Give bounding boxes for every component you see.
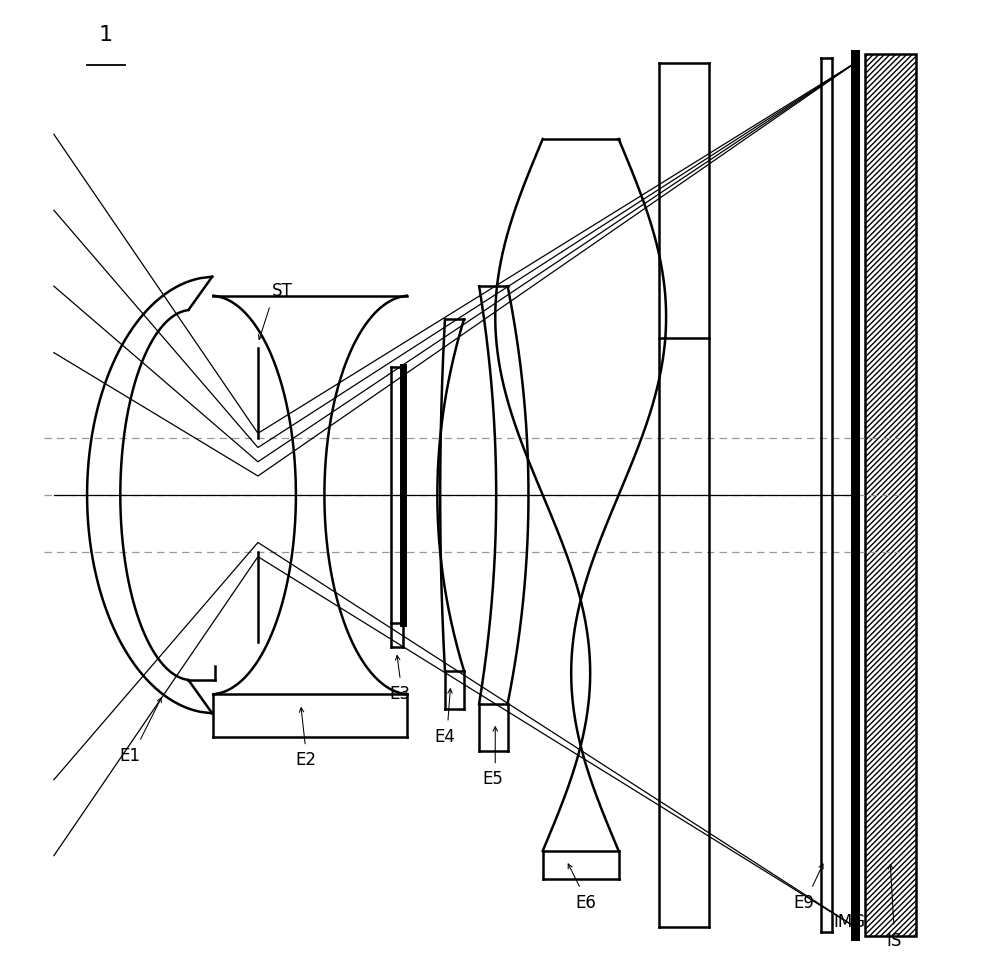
Text: E1: E1 <box>119 747 140 764</box>
Text: E4: E4 <box>435 727 455 746</box>
Text: IMG: IMG <box>833 913 865 930</box>
Bar <box>865 53 916 936</box>
Text: E3: E3 <box>390 685 411 703</box>
Text: E6: E6 <box>575 893 596 912</box>
Text: E2: E2 <box>295 752 316 769</box>
Text: ST: ST <box>272 283 293 300</box>
Text: E5: E5 <box>482 770 503 788</box>
Text: 1: 1 <box>99 25 113 45</box>
Text: IS: IS <box>886 931 902 950</box>
Text: E9: E9 <box>793 893 814 912</box>
